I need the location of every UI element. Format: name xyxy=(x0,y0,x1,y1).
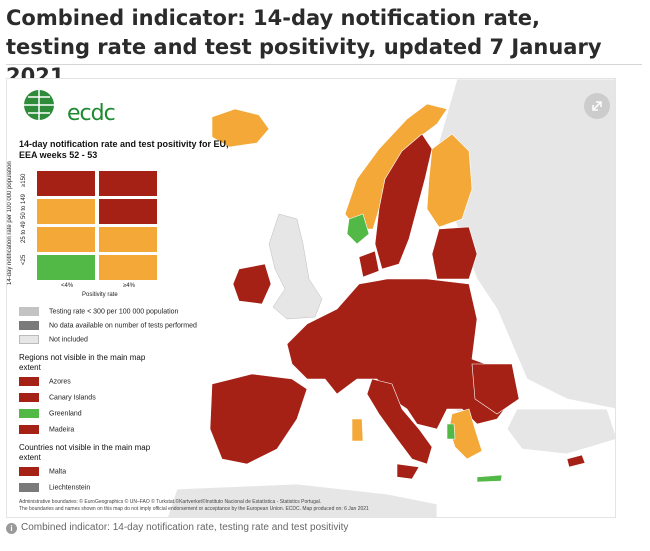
matrix-cell xyxy=(37,171,95,196)
matrix-cell xyxy=(37,199,95,224)
region-label: Canary Islands xyxy=(49,394,96,402)
matrix-cell xyxy=(99,171,157,196)
legend-row-testing-rate: Testing rate < 300 per 100 000 populatio… xyxy=(19,307,178,317)
x-tick: ≥4% xyxy=(123,283,135,289)
map-figure: ecdc 14-day notification rate and test p… xyxy=(6,78,616,518)
iberia xyxy=(209,373,308,465)
matrix-cell xyxy=(99,199,157,224)
region-label: Greenland xyxy=(49,410,82,418)
matrix-cell xyxy=(37,255,95,280)
legend-label: No data available on number of tests per… xyxy=(49,322,197,330)
sardinia xyxy=(351,418,364,442)
continental-eu xyxy=(286,278,513,430)
north-africa-landmass xyxy=(167,483,438,517)
y-tick: <25 xyxy=(21,254,27,265)
y-tick: 25 to 49 xyxy=(21,221,27,243)
info-icon: i xyxy=(6,523,17,534)
legend-swatch xyxy=(19,335,39,344)
figure-caption: i Combined indicator: 14-day notification… xyxy=(6,521,348,535)
page-title: Combined indicator: 14-day notification … xyxy=(6,6,602,88)
region-label: Madeira xyxy=(49,426,75,434)
finland xyxy=(426,133,473,228)
region-row: Greenland xyxy=(19,409,82,419)
uk-landmass xyxy=(268,213,323,320)
caption-text: Combined indicator: 14-day notification … xyxy=(21,522,349,533)
x-axis-label: Positivity rate xyxy=(82,292,118,298)
country-row: Liechtenstein xyxy=(19,483,90,493)
region-row: Canary Islands xyxy=(19,393,96,403)
globe-icon xyxy=(24,90,54,120)
expand-map-button[interactable] xyxy=(584,93,610,119)
denmark xyxy=(358,250,380,278)
legend-swatch xyxy=(19,483,39,492)
europe-map xyxy=(167,79,615,517)
ireland xyxy=(232,263,272,305)
cyprus xyxy=(566,454,586,468)
region-label: Azores xyxy=(49,378,71,386)
legend-swatch xyxy=(19,321,39,330)
y-axis-label: 14-day notification rate per 100 000 pop… xyxy=(7,161,13,285)
legend-label: Testing rate < 300 per 100 000 populatio… xyxy=(49,308,179,316)
x-tick: <4% xyxy=(61,283,74,289)
countries-section-title: Countries not visible in the main map ex… xyxy=(19,443,151,462)
legend-swatch xyxy=(19,307,39,316)
legend-title: 14-day notification rate and test positi… xyxy=(19,139,229,160)
legend-swatch xyxy=(19,393,39,402)
regions-section-title: Regions not visible in the main map exte… xyxy=(19,353,146,372)
norway-south-green xyxy=(346,213,370,245)
country-label: Liechtenstein xyxy=(49,484,91,492)
iceland xyxy=(211,108,270,148)
region-row: Madeira xyxy=(19,425,74,435)
legend-swatch xyxy=(19,409,39,418)
region-row: Azores xyxy=(19,377,71,387)
legend-row-not-included: Not included xyxy=(19,335,88,345)
attribution-line: Administrative boundaries: © EuroGeograp… xyxy=(19,499,322,505)
italy xyxy=(366,378,433,465)
matrix-cell xyxy=(99,227,157,252)
attribution-line: The boundaries and names shown on this m… xyxy=(19,505,369,512)
legend-swatch xyxy=(19,425,39,434)
legend-swatch xyxy=(19,377,39,386)
legend-matrix xyxy=(37,171,157,281)
baltics xyxy=(431,226,478,280)
country-label: Malta xyxy=(49,468,67,476)
turkey-landmass xyxy=(506,408,615,455)
y-tick: ≥150 xyxy=(21,173,27,187)
logo-wordmark: ecdc xyxy=(67,101,116,126)
map-attribution: Administrative boundaries: © EuroGeograp… xyxy=(19,499,579,512)
expand-icon xyxy=(592,101,602,111)
legend-row-no-data: No data available on number of tests per… xyxy=(19,321,197,331)
title-divider xyxy=(6,64,642,65)
legend-label: Not included xyxy=(49,336,88,344)
country-row: Malta xyxy=(19,467,66,477)
matrix-cell xyxy=(99,255,157,280)
legend-swatch xyxy=(19,467,39,476)
sweden xyxy=(374,133,433,270)
ecdc-logo: ecdc xyxy=(19,85,116,135)
matrix-cell xyxy=(37,227,95,252)
albania-green xyxy=(446,423,456,440)
y-tick: 50 to 149 xyxy=(21,193,27,219)
sicily xyxy=(396,463,420,480)
romania-bulgaria xyxy=(471,363,520,415)
crete xyxy=(476,474,503,483)
